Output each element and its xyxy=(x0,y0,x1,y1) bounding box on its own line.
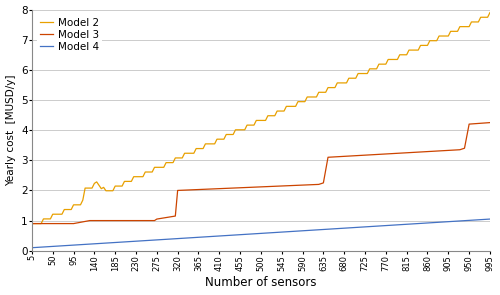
Model 2 xyxy=(262,119,268,122)
Line: Model 2: Model 2 xyxy=(32,13,490,224)
Line: Model 3: Model 3 xyxy=(32,123,490,224)
Model 2 xyxy=(235,128,241,132)
Model 2 xyxy=(193,147,199,150)
Model 3 xyxy=(424,150,430,153)
Model 3 xyxy=(262,185,268,189)
Model 4 xyxy=(424,221,430,225)
Model 3 xyxy=(452,148,458,152)
Model 4 xyxy=(193,236,199,239)
Legend: Model 2, Model 3, Model 4: Model 2, Model 3, Model 4 xyxy=(37,15,102,55)
Model 4 xyxy=(452,219,458,223)
Model 2 xyxy=(424,44,430,47)
Model 3 xyxy=(487,121,493,124)
Model 4 xyxy=(235,233,241,237)
Line: Model 4: Model 4 xyxy=(32,219,490,248)
Model 3 xyxy=(29,222,35,225)
X-axis label: Number of sensors: Number of sensors xyxy=(205,276,316,289)
Model 4 xyxy=(262,231,268,235)
Model 4 xyxy=(471,218,477,222)
Model 4 xyxy=(487,217,493,221)
Model 3 xyxy=(193,188,199,191)
Model 3 xyxy=(235,186,241,190)
Model 3 xyxy=(471,122,477,126)
Model 4 xyxy=(29,246,35,250)
Model 2 xyxy=(487,11,493,14)
Model 2 xyxy=(29,222,35,225)
Model 2 xyxy=(452,30,458,33)
Y-axis label: Yearly cost  [MUSD/y]: Yearly cost [MUSD/y] xyxy=(6,74,16,186)
Model 2 xyxy=(471,20,477,24)
